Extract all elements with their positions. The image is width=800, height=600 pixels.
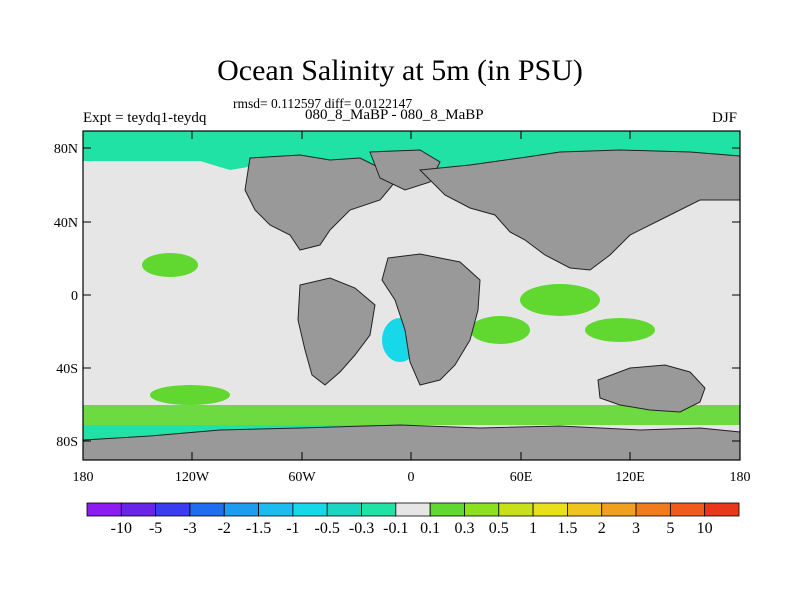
colorbar-box	[464, 502, 500, 517]
colorbar-box	[155, 502, 191, 517]
indian-patch-2	[470, 316, 530, 344]
colorbar-label: 3	[632, 520, 640, 537]
colorbar-box	[429, 502, 465, 517]
colorbar-label: -1.5	[246, 520, 271, 537]
indian-patch-1	[520, 284, 600, 316]
experiment-label: Expt = teydq1-teydq	[83, 110, 207, 126]
colorbar-box	[601, 502, 637, 517]
colorbar-label: 2	[598, 520, 606, 537]
land-africa	[381, 253, 481, 386]
lat-tick-label: 40S	[56, 362, 78, 377]
lon-axis: 180 120W 60W 0 60E 120E 180	[73, 131, 751, 485]
colorbar-boxes	[86, 502, 740, 517]
colorbar-label: 1.5	[557, 520, 577, 537]
colorbar-label: -10	[111, 520, 132, 537]
lat-tick-label: 40N	[54, 216, 78, 231]
colorbar-box	[498, 502, 534, 517]
colorbar-box	[258, 502, 294, 517]
lon-tick-label: 120E	[615, 470, 645, 485]
lon-tick-label: 120W	[175, 470, 210, 485]
colorbar-box	[567, 502, 603, 517]
lon-tick-label: 180	[730, 470, 751, 485]
lon-tick-label: 180	[73, 470, 94, 485]
land-eurasia	[418, 149, 741, 271]
antarctic-anomaly	[83, 405, 740, 425]
runs-label: 080_8_MaBP - 080_8_MaBP	[305, 107, 484, 123]
colorbar-box	[120, 502, 157, 517]
lat-tick-label: 80N	[54, 142, 78, 157]
colorbar-labels: -10 -5 -3 -2 -1.5 -1 -0.5 -0.3 -0.1 0.1 0.3 0.5 1 1.5…	[111, 520, 713, 537]
colorbar-label: -2	[218, 520, 231, 537]
colorbar-label: 5	[666, 520, 674, 537]
land-greenland	[369, 149, 441, 191]
south-pacific-patch	[150, 385, 230, 405]
land-australia	[597, 364, 706, 413]
tasman-patch	[585, 318, 655, 342]
pacific-patch	[142, 253, 198, 277]
colorbar-box	[86, 502, 122, 517]
lon-tick-label: 0	[408, 470, 415, 485]
lat-axis: 80N 40N 0 40S 80S	[54, 142, 740, 450]
colorbar-label: 0.5	[489, 520, 509, 537]
colorbar-box	[326, 502, 362, 517]
land-south-america	[297, 277, 376, 386]
colorbar-label: 0.1	[420, 520, 440, 537]
lat-tick-label: 0	[71, 289, 78, 304]
colorbar-label: -0.1	[383, 520, 408, 537]
land-north-america	[244, 154, 396, 251]
colorbar-box	[704, 502, 740, 517]
colorbar-label: 1	[529, 520, 537, 537]
colorbar-box	[292, 502, 328, 517]
colorbar-label: -5	[149, 520, 162, 537]
colorbar-box	[223, 502, 259, 517]
colorbar-box	[532, 502, 568, 517]
colorbar-box	[361, 502, 397, 517]
colorbar-box	[189, 502, 225, 517]
colorbar-label: 10	[697, 520, 713, 537]
colorbar-label: -3	[183, 520, 196, 537]
colorbar-label: -0.5	[315, 520, 340, 537]
lat-tick-label: 80S	[56, 435, 78, 450]
colorbar-label: -1	[286, 520, 299, 537]
chart-title: Ocean Salinity at 5m (in PSU)	[217, 54, 583, 87]
lon-tick-label: 60E	[510, 470, 533, 485]
season-label: DJF	[712, 110, 738, 126]
lon-tick-label: 60W	[288, 470, 316, 485]
colorbar-label: 0.3	[454, 520, 474, 537]
colorbar-box	[635, 502, 671, 517]
colorbar-label: -0.3	[349, 520, 374, 537]
colorbar-box	[669, 502, 706, 517]
stats-text: rmsd= 0.112597 diff= 0.0122147	[233, 96, 413, 111]
colorbar-box	[395, 502, 431, 517]
